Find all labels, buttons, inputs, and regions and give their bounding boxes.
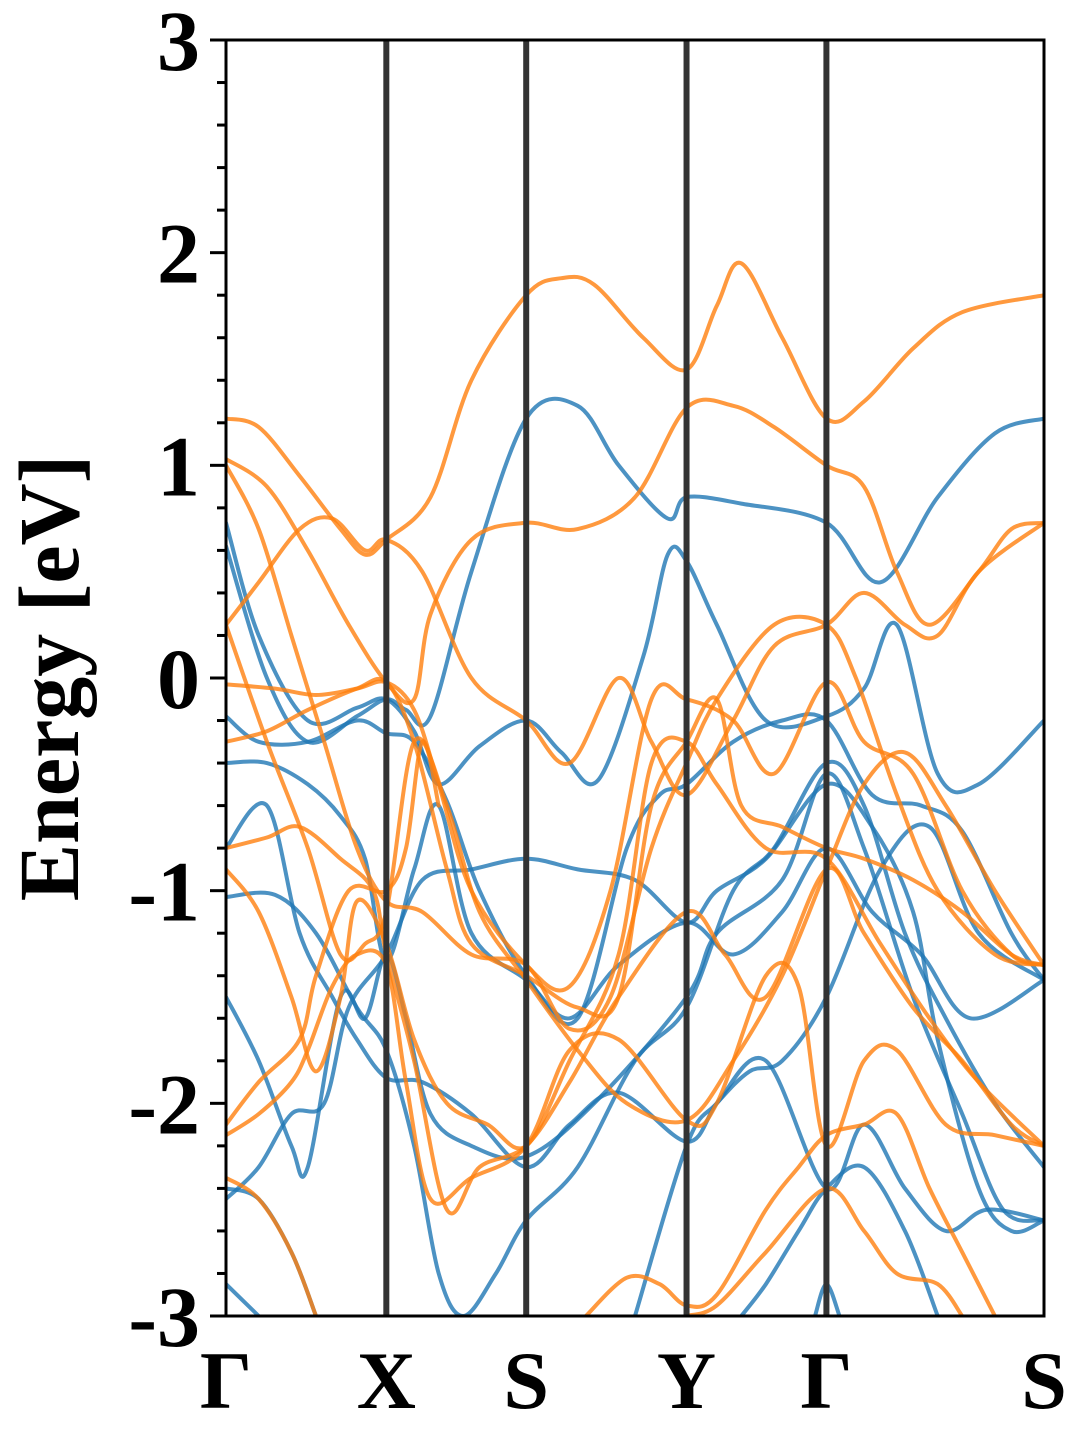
x-tick-label-3: Y bbox=[657, 1335, 716, 1426]
band-down-26 bbox=[684, 1186, 965, 1316]
band-up-11 bbox=[739, 1163, 940, 1316]
y-tick-label-3: 0 bbox=[157, 631, 200, 727]
band-up-10 bbox=[633, 1056, 1044, 1316]
x-tick-label-4: Γ bbox=[800, 1335, 852, 1426]
x-tick-label-2: S bbox=[503, 1335, 549, 1426]
y-tick-label-0: -3 bbox=[128, 1269, 200, 1365]
band-up-3 bbox=[226, 759, 1044, 1021]
band-up-2 bbox=[226, 712, 1044, 1027]
band-down-13 bbox=[226, 260, 1044, 557]
band-up-6 bbox=[226, 771, 1044, 1223]
band-up-4 bbox=[226, 801, 1044, 1170]
y-tick-label-2: -1 bbox=[128, 844, 200, 940]
band-down-23 bbox=[226, 948, 1044, 1206]
band-down-16 bbox=[226, 515, 1044, 798]
y-axis-title: Energy [eV] bbox=[1, 455, 97, 902]
band-down-25 bbox=[583, 1108, 997, 1316]
x-tick-label-1: X bbox=[357, 1335, 416, 1426]
band-down-17 bbox=[226, 622, 1044, 1125]
band-lines bbox=[226, 260, 1044, 1316]
y-tick-label-6: 3 bbox=[157, 0, 200, 89]
band-down-15 bbox=[226, 463, 1044, 1033]
band-up-9 bbox=[226, 1282, 261, 1316]
band-down-21 bbox=[226, 735, 1044, 1151]
x-tick-label-5: S bbox=[1021, 1335, 1067, 1426]
band-down-14 bbox=[226, 397, 1044, 706]
band-down-22 bbox=[226, 739, 441, 1127]
band-up-5 bbox=[226, 759, 1044, 1316]
y-axis-ticks: -3 -2 -1 0 1 2 3 bbox=[128, 0, 226, 1365]
high-symmetry-dividers bbox=[383, 40, 830, 1316]
y-tick-label-4: 1 bbox=[157, 418, 200, 514]
y-tick-label-5: 2 bbox=[157, 206, 200, 302]
band-down-24 bbox=[226, 1175, 318, 1316]
band-up-1 bbox=[226, 396, 1044, 745]
x-tick-label-0: Γ bbox=[200, 1335, 252, 1426]
band-up-0 bbox=[226, 520, 1044, 795]
y-tick-label-1: -2 bbox=[128, 1056, 200, 1152]
